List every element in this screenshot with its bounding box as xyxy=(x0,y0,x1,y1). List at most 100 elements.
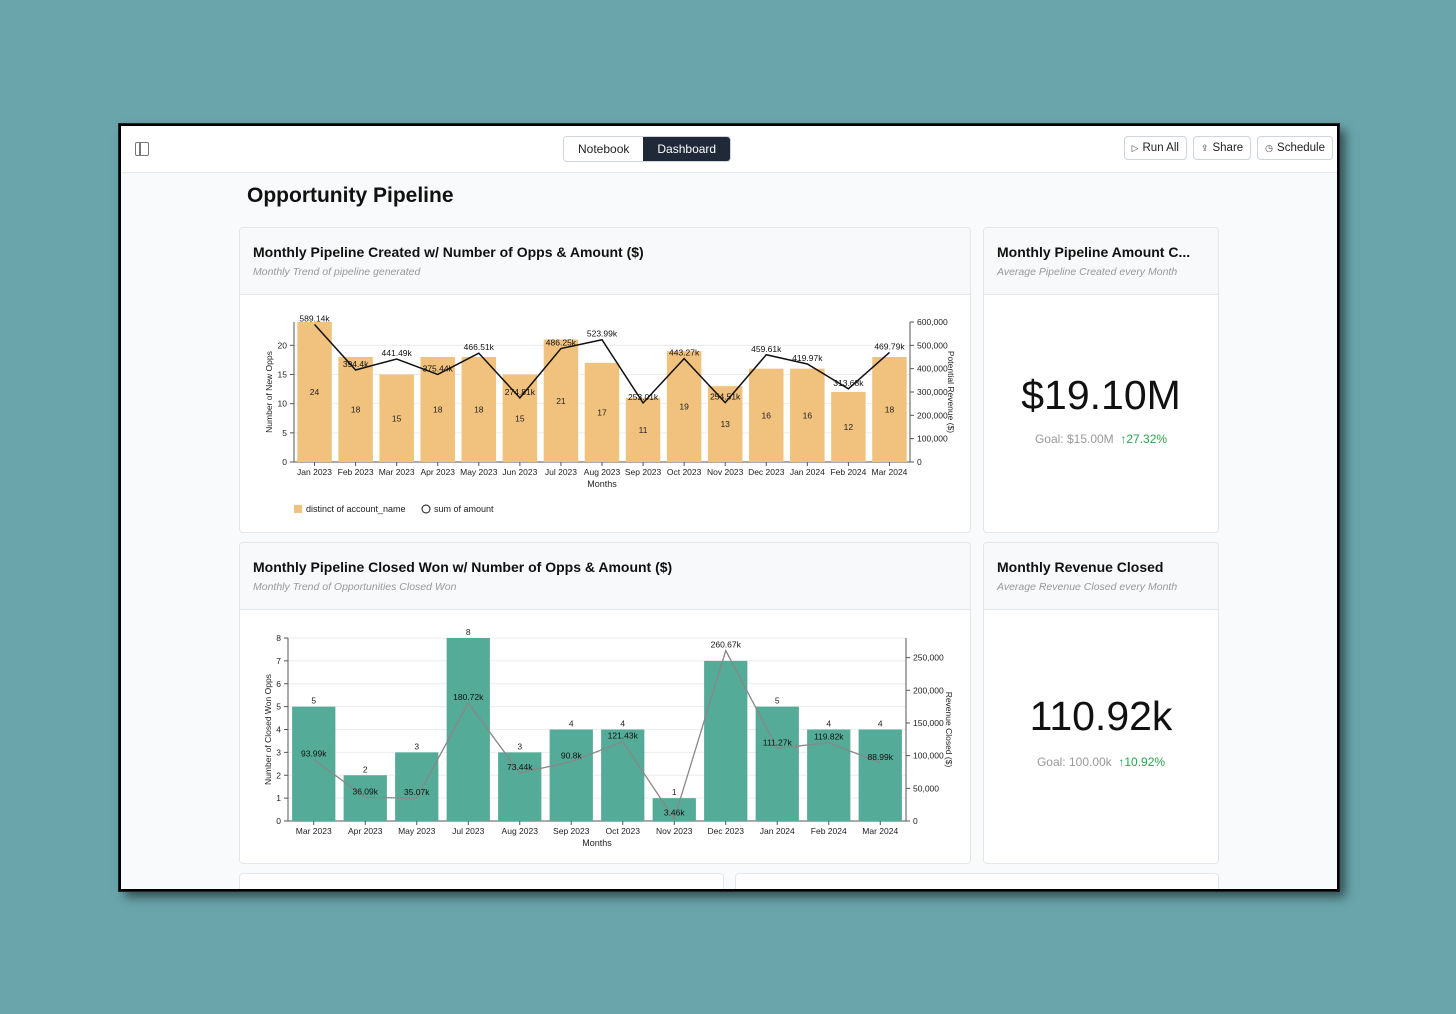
y-tick-label: 2 xyxy=(276,770,281,780)
bar xyxy=(704,660,748,821)
share-button[interactable]: ⇪ Share xyxy=(1192,136,1252,160)
bar xyxy=(858,729,902,821)
bar-value-label: 24 xyxy=(310,387,320,397)
legend-label: sum of amount xyxy=(434,504,494,514)
x-tick-label: Mar 2024 xyxy=(872,467,908,477)
line-series xyxy=(313,648,881,821)
arrow-up-icon: ↑ xyxy=(1120,432,1127,446)
y-tick-label: 0 xyxy=(276,816,281,826)
bar-value-label: 19 xyxy=(679,402,689,412)
x-tick-label: Mar 2023 xyxy=(379,467,415,477)
x-tick-label: Jun 2023 xyxy=(502,467,537,477)
bar xyxy=(446,638,490,821)
x-tick-label: Dec 2023 xyxy=(708,826,745,836)
x-tick-label: Aug 2023 xyxy=(584,467,621,477)
view-switcher: Notebook Dashboard xyxy=(563,136,732,162)
bar xyxy=(502,374,538,462)
y-tick-label: 1 xyxy=(276,793,281,803)
schedule-label: Schedule xyxy=(1277,142,1325,154)
line-value-label: 313.68k xyxy=(833,378,864,388)
x-tick-label: Apr 2023 xyxy=(348,826,383,836)
pipeline-created-chart: 0 5 10 15 20 0 100,000 200,000 300,000 400,000 500… xyxy=(264,314,956,514)
x-tick-label: Feb 2023 xyxy=(338,467,374,477)
line-value-label: 180.72k xyxy=(453,692,484,702)
page-title: Opportunity Pipeline xyxy=(247,184,454,207)
bar-value-label: 1 xyxy=(672,787,677,797)
y-tick-label: 8 xyxy=(276,633,281,643)
line-value-label: 419.97k xyxy=(792,353,823,363)
bar-value-label: 2 xyxy=(363,764,368,774)
line-series xyxy=(313,324,890,405)
line-value-label: 35.07k xyxy=(404,787,430,797)
y-tick-label: 5 xyxy=(282,428,287,438)
pipeline-amount-card: Monthly Pipeline Amount C... Average Pip… xyxy=(983,227,1219,533)
line-value-label: 443.27k xyxy=(669,348,700,358)
sidebar-toggle-icon[interactable] xyxy=(135,142,149,156)
y-tick-label: 7 xyxy=(276,656,281,666)
lower-card-right xyxy=(735,873,1219,889)
bar-value-label: 18 xyxy=(433,405,443,415)
line-value-label: 111.27k xyxy=(763,737,793,747)
line-value-label: 88.99k xyxy=(867,752,893,762)
bar xyxy=(666,351,702,462)
line-value-label: 589.14k xyxy=(299,314,330,324)
x-tick-label: Feb 2024 xyxy=(830,467,866,477)
y2-tick-label: 400,000 xyxy=(917,364,948,374)
x-tick-label: Oct 2023 xyxy=(667,467,702,477)
bar-value-label: 15 xyxy=(392,413,402,423)
card-title: Monthly Revenue Closed xyxy=(997,559,1164,575)
bar-value-label: 8 xyxy=(466,627,471,637)
card-header: Monthly Revenue Closed Average Revenue C… xyxy=(984,543,1218,610)
y2-tick-label: 50,000 xyxy=(913,783,939,793)
share-icon: ⇪ xyxy=(1200,143,1209,153)
line-value-label: 486.25k xyxy=(546,338,577,348)
y-tick-label: 10 xyxy=(278,399,288,409)
kpi-goal: Goal: 100.00k xyxy=(1036,755,1112,769)
bar-value-label: 13 xyxy=(720,419,730,429)
bar-value-label: 18 xyxy=(474,405,484,415)
y-axis-title: Number of New Opps xyxy=(264,351,274,433)
card-subtitle: Monthly Trend of pipeline generated xyxy=(253,266,421,278)
run-all-button[interactable]: ▷ Run All xyxy=(1123,136,1187,160)
kpi-value: $19.10M xyxy=(1021,372,1181,418)
y-tick-label: 4 xyxy=(276,725,281,735)
y2-tick-label: 150,000 xyxy=(913,718,944,728)
closed-won-card: Monthly Pipeline Closed Won w/ Number of… xyxy=(239,542,971,864)
y2-tick-label: 0 xyxy=(917,457,922,467)
x-tick-label: Jan 2024 xyxy=(790,467,825,477)
schedule-button[interactable]: ◷ Schedule xyxy=(1257,136,1333,160)
x-tick-label: May 2023 xyxy=(460,467,498,477)
lower-card-left xyxy=(239,873,724,889)
bar xyxy=(498,752,542,821)
x-axis-title: Months xyxy=(582,838,612,848)
y2-tick-label: 100,000 xyxy=(913,751,944,761)
card-header: Monthly Pipeline Amount C... Average Pip… xyxy=(984,228,1218,295)
bar-value-label: 4 xyxy=(878,719,883,729)
y-tick-label: 5 xyxy=(276,702,281,712)
bar xyxy=(379,374,414,462)
kpi-goal-row: Goal: $15.00M ↑27.32% xyxy=(984,432,1218,446)
bar-value-label: 5 xyxy=(775,696,780,706)
tab-notebook[interactable]: Notebook xyxy=(564,137,644,161)
y2-axis-title: Revenue Closed ($) xyxy=(944,692,954,768)
bar xyxy=(338,357,373,462)
bar xyxy=(461,357,497,462)
x-tick-label: Aug 2023 xyxy=(502,826,539,836)
tab-dashboard[interactable]: Dashboard xyxy=(643,137,731,161)
revenue-closed-card: Monthly Revenue Closed Average Revenue C… xyxy=(983,542,1219,864)
bar-value-label: 15 xyxy=(515,413,525,423)
x-tick-label: Jul 2023 xyxy=(545,467,577,477)
arrow-up-icon: ↑ xyxy=(1118,755,1125,769)
line-value-label: 36.09k xyxy=(352,786,378,796)
bar xyxy=(625,397,661,462)
play-icon: ▷ xyxy=(1131,143,1139,153)
card-subtitle: Average Revenue Closed every Month xyxy=(997,581,1178,593)
kpi-delta: 10.92% xyxy=(1124,755,1166,769)
line-value-label: 3.46k xyxy=(664,808,686,818)
bar xyxy=(601,729,645,821)
bar-value-label: 18 xyxy=(351,405,361,415)
line-value-label: 274.81k xyxy=(505,387,536,397)
card-title: Monthly Pipeline Amount C... xyxy=(997,244,1191,260)
bar-value-label: 5 xyxy=(311,696,316,706)
card-header: Monthly Pipeline Closed Won w/ Number of… xyxy=(240,543,970,610)
